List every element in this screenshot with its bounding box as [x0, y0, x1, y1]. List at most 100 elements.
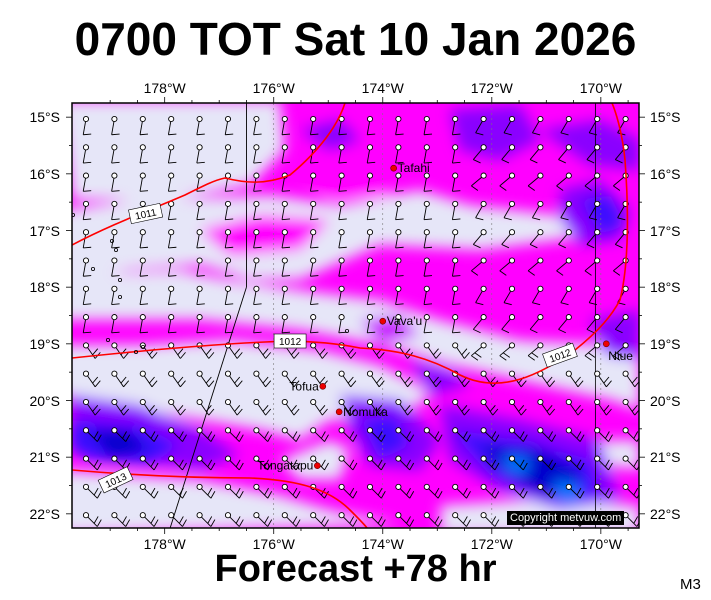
wind-barb	[253, 172, 262, 192]
wind-barb	[167, 257, 177, 277]
wind-barb	[111, 285, 120, 306]
wind-barb	[338, 257, 347, 277]
wind-barb	[451, 314, 461, 334]
wind-barb	[224, 512, 244, 527]
wind-barb	[168, 483, 187, 499]
wind-barb	[111, 314, 120, 334]
wind-barb	[167, 229, 177, 249]
wind-barb	[622, 398, 639, 416]
wind-barb	[281, 314, 291, 334]
wind-barb	[423, 342, 442, 359]
wind-barb	[224, 370, 243, 388]
wind-barb	[451, 200, 461, 221]
wind-barb	[224, 229, 234, 249]
wind-barb	[196, 285, 205, 306]
wind-barb	[224, 200, 234, 221]
wind-barb	[82, 172, 92, 192]
wind-barb	[366, 144, 376, 164]
wind-barb	[167, 314, 177, 334]
wind-barb	[167, 172, 177, 192]
wind-barb	[111, 172, 120, 192]
wind-barb	[168, 512, 187, 527]
wind-barb	[366, 455, 386, 471]
wind-barb	[423, 314, 433, 334]
wind-barb	[527, 342, 544, 361]
wind-barb	[309, 285, 319, 306]
wind-barb	[168, 455, 187, 471]
wind-barb	[503, 285, 516, 306]
forecast-title: 0700 TOT Sat 10 Jan 2026	[74, 13, 637, 65]
wind-barb	[594, 427, 613, 442]
wind-barb	[338, 229, 347, 249]
wind-barb	[196, 455, 216, 471]
wind-zone	[72, 103, 285, 200]
wind-barb	[253, 398, 272, 416]
wind-barb	[560, 200, 572, 221]
wind-barb	[338, 172, 347, 192]
wind-barb	[471, 342, 487, 361]
wind-barb	[82, 200, 92, 221]
wind-barb	[281, 455, 301, 471]
wind-barb	[281, 398, 300, 416]
wind-barb	[366, 370, 385, 388]
wind-barb	[452, 342, 470, 359]
wind-barb	[586, 314, 601, 334]
svg-text:1011: 1011	[134, 207, 158, 222]
wind-barb	[309, 229, 319, 249]
wind-barb	[395, 200, 404, 221]
wind-barb	[499, 257, 516, 276]
wind-barb	[168, 398, 186, 416]
wind-barb	[366, 229, 376, 249]
wind-barb	[395, 285, 404, 306]
wind-barb	[565, 398, 584, 416]
place-label: Tongatapu	[257, 459, 313, 473]
wind-barb	[532, 200, 544, 221]
wind-barb	[224, 483, 244, 499]
copyright-label: Copyright metvuw.com	[507, 511, 625, 525]
wind-barb	[423, 455, 443, 471]
lat-label-left: 22°S	[29, 505, 60, 522]
wind-barb	[529, 314, 544, 334]
wind-barb	[139, 370, 158, 388]
wind-barb	[196, 257, 205, 277]
wind-barb	[139, 512, 159, 527]
wind-barb	[253, 370, 272, 388]
wind-barb	[309, 172, 319, 192]
wind-barb	[560, 285, 572, 306]
wind-barb	[281, 144, 291, 164]
wind-barb	[82, 455, 102, 471]
wind-barb	[423, 115, 433, 136]
wind-barb	[529, 229, 544, 249]
wind-barb	[111, 257, 120, 277]
wind-barb	[529, 144, 544, 164]
wind-barb	[224, 144, 234, 164]
lon-label-bottom: 178°W	[143, 536, 186, 552]
wind-barb	[167, 144, 177, 164]
wind-barb	[82, 229, 92, 249]
wind-barb	[196, 483, 216, 499]
wind-barb	[508, 483, 528, 499]
wind-barb	[395, 370, 414, 388]
wind-barb	[111, 512, 131, 527]
wind-barb	[558, 314, 572, 334]
wind-barb	[565, 370, 584, 388]
wind-barb	[82, 115, 92, 136]
island-outline	[344, 328, 349, 333]
lon-label-top: 178°W	[143, 80, 186, 96]
wind-barb	[475, 285, 487, 306]
wind-barb	[224, 314, 234, 334]
wind-barb	[452, 455, 471, 471]
wind-barb	[508, 427, 528, 442]
wind-barb	[253, 483, 273, 499]
wind-barb	[480, 398, 499, 416]
wind-barb	[503, 200, 516, 221]
wind-barb	[395, 172, 404, 192]
wind-barb	[111, 398, 130, 416]
wind-barb	[532, 115, 544, 136]
lat-label-right: 22°S	[650, 505, 681, 522]
wind-barb	[253, 257, 262, 277]
wind-barb	[366, 115, 376, 136]
wind-barb	[139, 285, 149, 306]
wind-barb	[281, 200, 291, 221]
wind-barb	[281, 512, 301, 527]
